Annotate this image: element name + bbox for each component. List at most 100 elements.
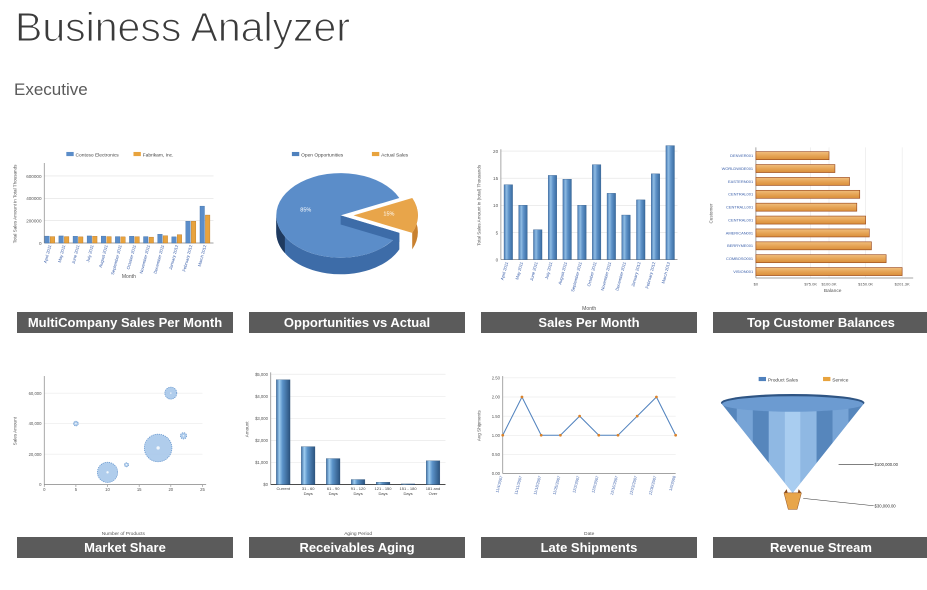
svg-text:Total Sales Amount in (total): Total Sales Amount in (total) Thousands	[477, 164, 482, 246]
svg-text:40,000: 40,000	[29, 421, 43, 426]
svg-text:December 2011: December 2011	[153, 244, 166, 275]
svg-text:12/16/2007: 12/16/2007	[609, 475, 619, 495]
svg-text:April 2011: April 2011	[500, 261, 510, 281]
svg-text:85%: 85%	[300, 207, 311, 213]
svg-text:400000: 400000	[26, 196, 42, 201]
svg-text:$75.0K: $75.0K	[804, 281, 817, 286]
svg-text:$100,000.00: $100,000.00	[875, 462, 899, 467]
svg-text:0: 0	[39, 482, 42, 487]
svg-text:Service: Service	[832, 377, 849, 383]
svg-text:Avg Shipments: Avg Shipments	[477, 410, 482, 441]
svg-text:12/2/2007: 12/2/2007	[571, 475, 580, 493]
svg-text:1.50: 1.50	[492, 414, 501, 419]
svg-text:$201.3K: $201.3K	[895, 281, 910, 286]
svg-text:DENVER001: DENVER001	[730, 153, 753, 158]
svg-text:Days: Days	[304, 491, 313, 496]
svg-text:$2,000: $2,000	[255, 438, 269, 443]
svg-text:11/18/2007: 11/18/2007	[532, 475, 542, 495]
svg-text:Product Sales: Product Sales	[768, 377, 799, 383]
svg-text:20,000: 20,000	[29, 452, 43, 457]
svg-text:11/11/2007: 11/11/2007	[513, 475, 523, 495]
svg-text:WORLDWIDE001: WORLDWIDE001	[722, 166, 754, 171]
svg-text:Sales Amount: Sales Amount	[13, 416, 18, 445]
svg-text:5: 5	[496, 230, 499, 235]
svg-text:0: 0	[496, 257, 499, 262]
svg-text:AMERICAN001: AMERICAN001	[726, 230, 753, 235]
svg-text:$150.0K: $150.0K	[858, 281, 873, 286]
svg-text:May 2011: May 2011	[57, 244, 67, 264]
svg-text:CENTRAL001: CENTRAL001	[728, 192, 753, 197]
svg-text:March 2012: March 2012	[661, 261, 672, 284]
svg-text:Days: Days	[378, 491, 387, 496]
svg-text:December 2011: December 2011	[614, 261, 627, 292]
svg-text:Days: Days	[354, 491, 363, 496]
svg-text:Over: Over	[429, 491, 438, 496]
svg-text:Actual Sales: Actual Sales	[381, 152, 409, 158]
svg-text:May 2011: May 2011	[514, 261, 524, 281]
svg-text:2.50: 2.50	[492, 376, 501, 381]
svg-text:January 2012: January 2012	[168, 244, 180, 271]
svg-text:$0: $0	[754, 281, 759, 286]
svg-text:COMBOSO001: COMBOSO001	[726, 256, 753, 261]
svg-text:BERRYME001: BERRYME001	[727, 243, 753, 248]
svg-text:Days: Days	[403, 491, 412, 496]
svg-text:Contoso Electronics: Contoso Electronics	[76, 152, 120, 158]
svg-text:12/9/2007: 12/9/2007	[590, 475, 599, 493]
svg-text:$5,000: $5,000	[255, 372, 269, 377]
svg-text:200000: 200000	[26, 219, 42, 224]
svg-text:EASTERN001: EASTERN001	[728, 179, 753, 184]
svg-text:11/4/2007: 11/4/2007	[494, 475, 503, 493]
svg-text:Current: Current	[277, 486, 291, 491]
svg-text:1.00: 1.00	[492, 433, 501, 438]
svg-text:15%: 15%	[383, 211, 394, 217]
svg-text:0.50: 0.50	[492, 452, 501, 457]
svg-text:July 2011: July 2011	[544, 261, 554, 280]
svg-text:August 2011: August 2011	[98, 244, 109, 269]
svg-text:$4,000: $4,000	[255, 394, 269, 399]
svg-text:12/23/2007: 12/23/2007	[628, 475, 638, 495]
svg-text:June 2011: June 2011	[71, 244, 81, 265]
svg-text:September 2011: September 2011	[570, 261, 583, 293]
svg-text:$0: $0	[263, 482, 268, 487]
svg-text:600000: 600000	[26, 174, 42, 179]
svg-text:10: 10	[105, 487, 110, 492]
svg-text:15: 15	[137, 487, 142, 492]
svg-text:12/30/2007: 12/30/2007	[647, 475, 657, 495]
svg-text:5: 5	[75, 487, 78, 492]
svg-text:2.00: 2.00	[492, 395, 501, 400]
svg-text:Amount: Amount	[245, 421, 250, 438]
svg-text:20: 20	[168, 487, 173, 492]
svg-text:VISION001: VISION001	[733, 269, 753, 274]
svg-text:15: 15	[493, 176, 499, 181]
svg-text:February 2012: February 2012	[181, 244, 193, 272]
svg-text:$100.0K: $100.0K	[822, 281, 837, 286]
svg-text:Business Analyzer: Business Analyzer	[15, 4, 350, 50]
svg-text:CENTRALL001: CENTRALL001	[726, 205, 753, 210]
svg-text:November 2011: November 2011	[138, 244, 151, 275]
svg-text:September 2011: September 2011	[110, 244, 123, 276]
svg-text:Open Opportunities: Open Opportunities	[301, 152, 344, 158]
svg-text:CENTRAL001: CENTRAL001	[728, 217, 753, 222]
svg-text:$30,000.00: $30,000.00	[875, 503, 897, 508]
svg-text:20: 20	[493, 149, 499, 154]
svg-text:November 2011: November 2011	[600, 261, 613, 292]
svg-text:Balance: Balance	[824, 288, 842, 294]
svg-text:Fabrikam, Inc.: Fabrikam, Inc.	[143, 152, 174, 158]
svg-text:March 2012: March 2012	[197, 244, 208, 267]
svg-text:25: 25	[200, 487, 205, 492]
svg-text:$1,000: $1,000	[255, 460, 269, 465]
svg-text:0: 0	[43, 487, 46, 492]
svg-text:August 2011: August 2011	[557, 261, 568, 286]
svg-text:Customer: Customer	[709, 203, 714, 223]
svg-text:60,000: 60,000	[29, 391, 43, 396]
svg-text:June 2011: June 2011	[529, 261, 539, 282]
svg-text:February 2012: February 2012	[644, 261, 656, 289]
svg-text:October 2011: October 2011	[586, 261, 598, 287]
svg-text:$3,000: $3,000	[255, 416, 269, 421]
svg-text:10: 10	[493, 203, 499, 208]
svg-text:11/25/2007: 11/25/2007	[552, 475, 562, 495]
svg-text:Month: Month	[122, 274, 136, 280]
svg-text:January 2012: January 2012	[630, 261, 642, 288]
svg-text:Total Sales Amount in Total Th: Total Sales Amount in Total Thousands	[13, 164, 18, 243]
svg-text:April 2011: April 2011	[43, 244, 53, 264]
